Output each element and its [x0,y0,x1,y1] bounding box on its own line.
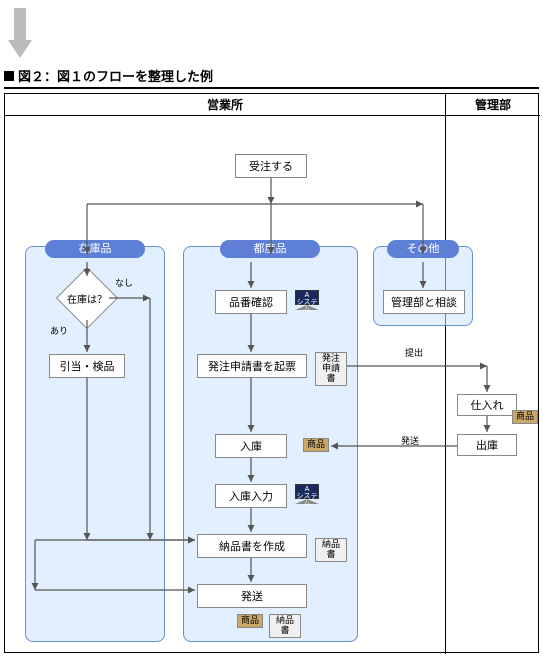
node-raise-order: 発注申請書を起票 [197,354,307,378]
edge-label-submit: 提出 [405,346,423,359]
label-yes: あり [50,324,68,337]
flow-diagram: 営業所 管理部 在庫品 都度品 その他 受注する 在庫は？ あり なし 引当・検… [4,93,539,653]
node-ship: 発送 [197,584,307,608]
system-icon-1: A システム [295,290,321,310]
node-receive: 受注する [235,154,307,178]
tag-product-3: 商品 [512,410,538,424]
node-make-slip: 納品書を作成 [197,534,307,558]
figure-title-text: 図２：図１のフローを整理した例 [18,66,213,85]
node-partcheck: 品番確認 [215,290,287,314]
column-header-sales: 営業所 [5,94,445,116]
figure-title: 図２：図１のフローを整理した例 [4,66,539,89]
label-no: なし [115,276,133,289]
node-out: 出庫 [457,434,517,456]
intro-arrow-icon [8,40,32,58]
lane-head-each: 都度品 [220,240,320,258]
tag-orderform: 発注 申請書 [315,352,347,386]
tag-product-1: 商品 [303,438,329,452]
column-header-admin: 管理部 [445,94,540,116]
node-reserve: 引当・検品 [49,354,125,378]
system-icon-2: A システム [295,484,321,504]
node-stock-question-text: 在庫は？ [65,276,109,320]
tag-slip-2: 納品書 [269,614,301,638]
edge-label-return: 発送 [401,434,419,447]
lane-head-other: その他 [387,240,459,258]
system-icon-1-label: A システム [295,290,319,305]
node-stock-question: 在庫は？ [65,276,109,320]
node-stockin-entry: 入庫入力 [215,484,287,508]
lane-head-stock: 在庫品 [45,240,145,258]
system-icon-2-label: A システム [295,484,319,499]
tag-slip-1: 納品書 [315,538,347,562]
tag-product-2: 商品 [237,614,263,628]
node-stockin: 入庫 [215,434,287,458]
node-procure: 仕入れ [457,394,517,416]
lane-other [373,246,473,326]
node-consult: 管理部と相談 [383,290,465,314]
column-divider [445,116,446,654]
